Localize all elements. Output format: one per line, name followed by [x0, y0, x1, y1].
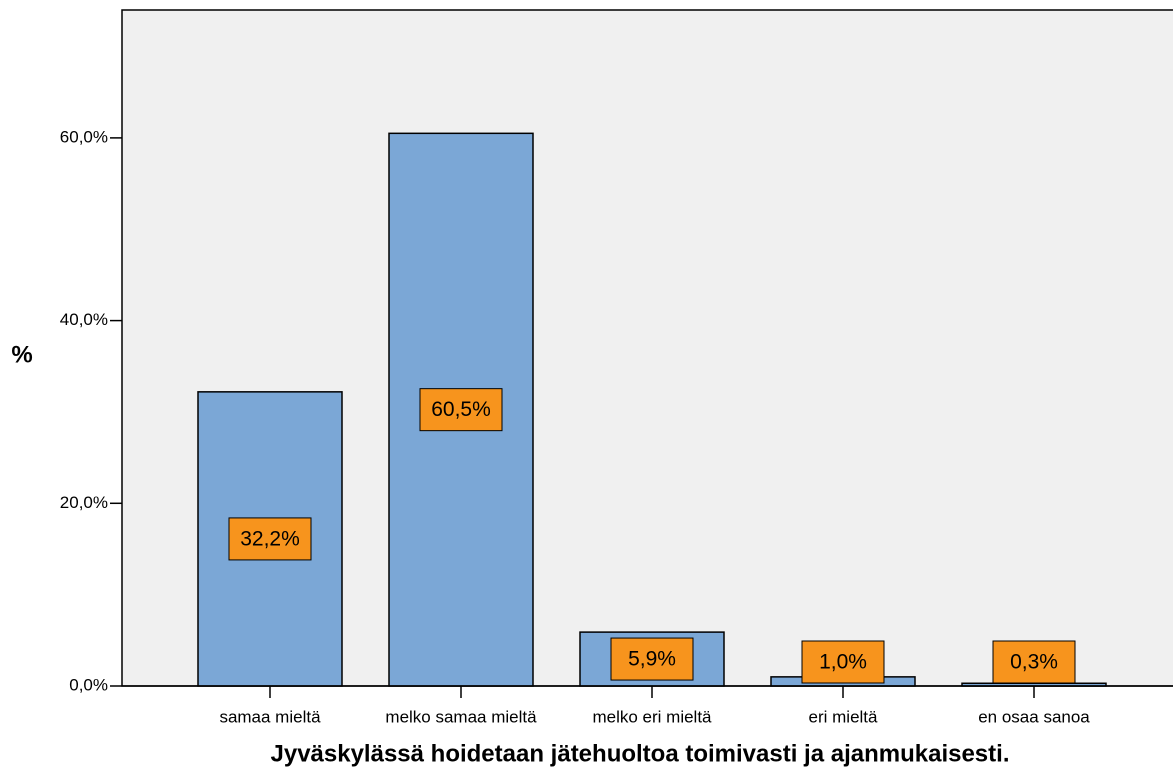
y-tick-label: 0,0% [69, 675, 108, 694]
value-label: 60,5% [431, 398, 491, 421]
value-label-box [801, 640, 885, 684]
x-axis-label: Jyväskylässä hoidetaan jätehuoltoa toimi… [271, 740, 1010, 767]
value-label-box [419, 388, 503, 432]
y-tick-label: 60,0% [60, 127, 108, 146]
value-label: 1,0% [819, 651, 867, 674]
value-label-box [610, 637, 694, 681]
value-label: 5,9% [628, 648, 676, 671]
value-label-box [992, 640, 1076, 684]
y-axis-label: % [11, 341, 32, 368]
value-label: 0,3% [1010, 651, 1058, 674]
x-tick-label: melko eri mieltä [592, 707, 712, 726]
value-label-box [228, 517, 312, 561]
y-tick-label: 40,0% [60, 310, 108, 329]
x-tick-label: en osaa sanoa [978, 707, 1090, 726]
y-tick-label: 20,0% [60, 493, 108, 512]
x-tick-label: samaa mieltä [219, 707, 321, 726]
x-tick-label: eri mieltä [809, 707, 879, 726]
value-label: 32,2% [240, 527, 300, 550]
x-tick-label: melko samaa mieltä [385, 707, 537, 726]
